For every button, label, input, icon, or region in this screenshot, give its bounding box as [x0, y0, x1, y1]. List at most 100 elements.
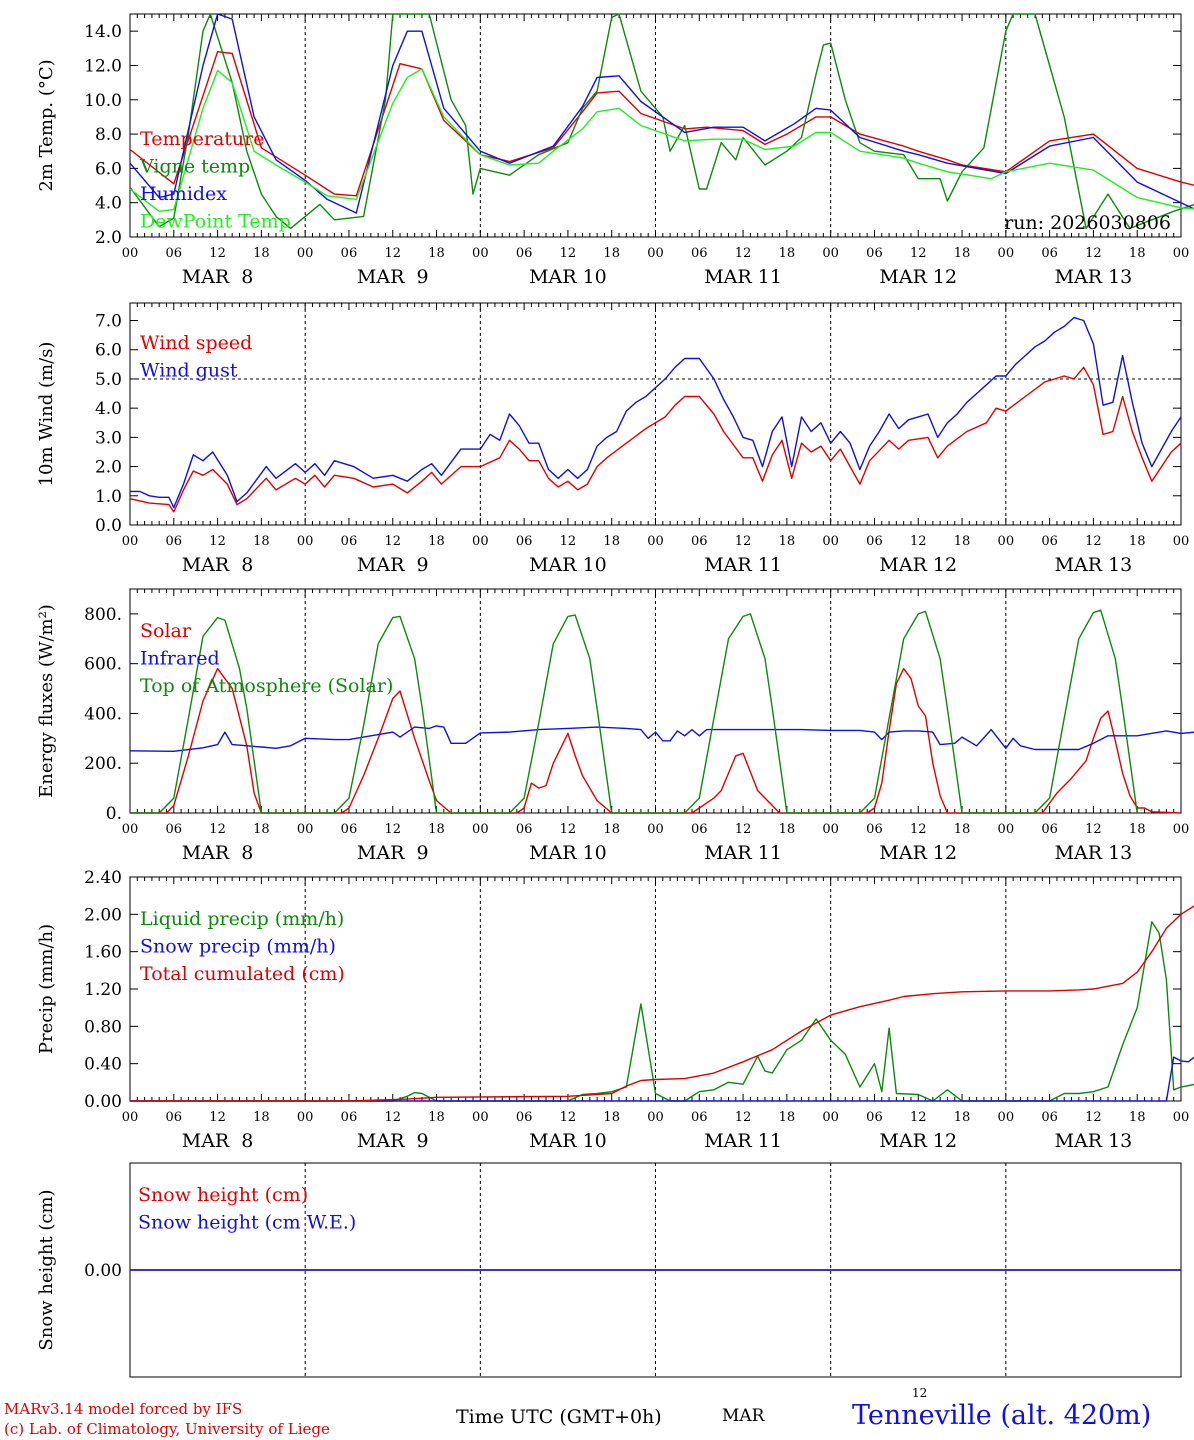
y-tick-label: 0.80 [84, 1017, 122, 1037]
y-tick-label: 200. [84, 754, 122, 774]
hour-tick-label: 18 [954, 246, 971, 261]
hour-tick-label: 06 [341, 246, 358, 261]
hour-tick-label: 00 [122, 1110, 139, 1125]
hour-tick-label: 12 [384, 1110, 401, 1125]
hour-tick-label: 18 [1129, 1110, 1146, 1125]
hour-tick-label: 00 [297, 1110, 314, 1125]
series-line-humidex [129, 13, 1194, 214]
hour-tick-label: 00 [1173, 534, 1190, 549]
hour-tick-label: 18 [779, 822, 796, 837]
hour-tick-label: 12 [209, 822, 226, 837]
hour-tick-label: 18 [603, 534, 620, 549]
hour-tick-label: 00 [822, 246, 839, 261]
hour-tick-label: 06 [516, 246, 533, 261]
day-label: MAR 9 [357, 1130, 429, 1152]
hour-tick-label: 00 [647, 822, 664, 837]
day-label: MAR 12 [879, 1130, 957, 1152]
y-tick-label: 800. [84, 605, 122, 625]
y-tick-label: 5.0 [95, 370, 122, 390]
hour-tick-label: 12 [1085, 1110, 1102, 1125]
day-label: MAR 8 [182, 842, 254, 864]
hour-tick-label: 06 [691, 822, 708, 837]
hour-tick-label: 12 [735, 822, 752, 837]
day-label: MAR 13 [1055, 266, 1133, 288]
hour-tick-label: 06 [691, 534, 708, 549]
series-line-dewpoint-temp [129, 68, 1194, 213]
y-tick-label: 10.0 [84, 91, 122, 111]
hour-tick-label: 00 [822, 822, 839, 837]
hour-tick-label: 12 [735, 246, 752, 261]
y-tick-label: 3.0 [95, 428, 122, 448]
day-label: MAR 12 [879, 266, 957, 288]
legend-entry: Wind speed [140, 332, 252, 354]
series-line-infrared [129, 725, 1194, 752]
hour-tick-label: 00 [647, 1110, 664, 1125]
run-annotation: run: 2026030806 [1004, 212, 1171, 234]
hour-tick-label: 12 [1085, 822, 1102, 837]
time-axis-day: 12 [912, 1386, 928, 1400]
day-label: MAR 13 [1055, 842, 1133, 864]
day-label: MAR 11 [704, 266, 782, 288]
plot-frame [129, 13, 1182, 238]
hour-tick-label: 06 [1041, 246, 1058, 261]
hour-tick-label: 12 [910, 822, 927, 837]
hour-tick-label: 00 [297, 246, 314, 261]
series-line-solar [130, 667, 1182, 814]
time-axis-month: MAR [722, 1406, 765, 1426]
hour-tick-label: 00 [1173, 1110, 1190, 1125]
hour-tick-label: 12 [209, 1110, 226, 1125]
day-label: MAR 10 [529, 554, 607, 576]
y-tick-label: 14.0 [84, 22, 122, 42]
day-label: MAR 11 [704, 554, 782, 576]
day-label: MAR 12 [879, 842, 957, 864]
hour-tick-label: 06 [166, 246, 183, 261]
lab-credit: (c) Lab. of Climatology, University of L… [4, 1420, 330, 1438]
hour-tick-label: 00 [1173, 246, 1190, 261]
y-tick-label: 1.0 [95, 487, 122, 507]
hour-tick-label: 18 [428, 534, 445, 549]
hour-tick-label: 00 [998, 534, 1015, 549]
hour-tick-label: 06 [166, 1110, 183, 1125]
hour-tick-label: 00 [1173, 822, 1190, 837]
hour-tick-label: 18 [253, 246, 270, 261]
y-axis-label: Precip (mm/h) [36, 924, 57, 1054]
hour-tick-label: 18 [954, 822, 971, 837]
hour-tick-label: 12 [384, 822, 401, 837]
hour-tick-label: 12 [209, 534, 226, 549]
time-axis-label: Time UTC (GMT+0h) [456, 1406, 662, 1428]
hour-tick-label: 06 [516, 1110, 533, 1125]
y-axis-label: Snow height (cm) [36, 1189, 57, 1350]
hour-tick-label: 06 [866, 822, 883, 837]
hour-tick-label: 06 [1041, 534, 1058, 549]
hour-tick-label: 12 [384, 534, 401, 549]
y-tick-label: 1.60 [84, 943, 122, 963]
hour-tick-label: 00 [647, 246, 664, 261]
y-tick-label: 1.20 [84, 980, 122, 1000]
day-label: MAR 11 [704, 1130, 782, 1152]
hour-tick-label: 12 [560, 534, 577, 549]
hour-tick-label: 18 [428, 1110, 445, 1125]
hour-tick-label: 12 [1085, 534, 1102, 549]
hour-tick-label: 18 [603, 246, 620, 261]
hour-tick-label: 18 [954, 1110, 971, 1125]
day-label: MAR 8 [182, 1130, 254, 1152]
hour-tick-label: 00 [472, 534, 489, 549]
day-label: MAR 13 [1055, 554, 1133, 576]
hour-tick-label: 12 [1085, 246, 1102, 261]
hour-tick-label: 12 [910, 534, 927, 549]
series-line-snow-precip-mm-h- [130, 1056, 1194, 1102]
hour-tick-label: 18 [603, 1110, 620, 1125]
hour-tick-label: 18 [603, 822, 620, 837]
hour-tick-label: 12 [384, 246, 401, 261]
hour-tick-label: 06 [691, 1110, 708, 1125]
day-label: MAR 10 [529, 1130, 607, 1152]
series-line-top-of-atmosphere-solar- [130, 609, 1138, 814]
y-tick-label: 2.40 [84, 868, 122, 888]
hour-tick-label: 18 [1129, 534, 1146, 549]
hour-tick-label: 00 [472, 822, 489, 837]
hour-tick-label: 18 [253, 534, 270, 549]
legend-entry: Total cumulated (cm) [140, 963, 345, 985]
legend-entry: Liquid precip (mm/h) [140, 908, 344, 930]
y-axis-label: Energy fluxes (W/m²) [36, 604, 57, 798]
y-tick-label: 0.40 [84, 1055, 122, 1075]
